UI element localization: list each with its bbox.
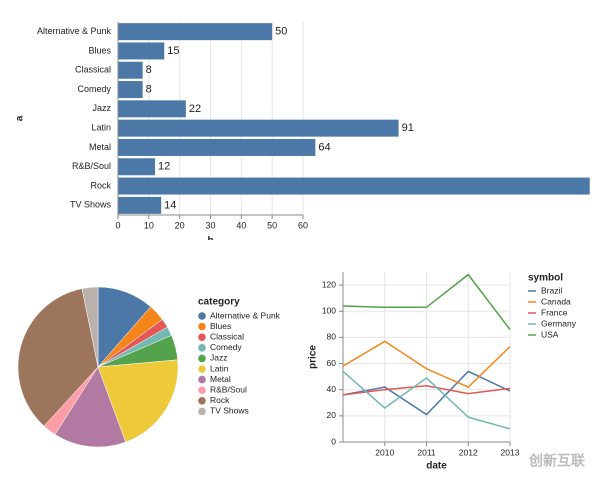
y-tick-label: 20 <box>327 410 337 420</box>
series-line <box>342 370 511 416</box>
legend-label: USA <box>541 329 559 339</box>
y-tick-label: 120 <box>322 279 336 289</box>
bar <box>118 61 143 79</box>
x-tick-label: 50 <box>267 220 277 230</box>
y-axis-label: price <box>308 345 319 369</box>
bar <box>118 196 162 214</box>
legend-label: Comedy <box>210 342 242 352</box>
legend-label: France <box>541 307 568 317</box>
legend-symbol <box>198 365 206 373</box>
y-tick-label: 100 <box>322 305 336 315</box>
x-axis-label: date <box>426 461 447 472</box>
data-label: 15 <box>167 45 179 57</box>
data-label: 14 <box>164 199 176 211</box>
x-tick-label: 10 <box>144 220 154 230</box>
y-tick-label: 0 <box>331 436 336 446</box>
bar <box>118 23 273 41</box>
bar-chart: 0 10 20 30 40 50 60 50 Alternative & Punk 15 Blues… <box>15 22 600 247</box>
legend-label: Latin <box>210 363 229 373</box>
pie-slice <box>81 286 99 368</box>
bar <box>118 158 155 176</box>
pie-slice <box>97 359 179 443</box>
y-tick-label: Rock <box>90 180 111 190</box>
legend-label: Jazz <box>210 353 227 363</box>
legend-symbol <box>198 407 206 416</box>
legend-symbol <box>198 375 206 384</box>
line-chart: 0 20 40 60 80 100 120 2010 2011 2012 2013 BrazilCan… <box>308 272 577 472</box>
y-tick-label: 60 <box>327 358 337 368</box>
legend-title: symbol <box>528 273 563 284</box>
bar <box>118 100 186 118</box>
legend-label: Germany <box>541 318 577 328</box>
x-tick-label: 2011 <box>417 447 436 457</box>
legend-label: R&B/Soul <box>210 384 247 394</box>
y-tick-label: Metal <box>89 142 111 152</box>
legend-symbol <box>198 344 206 352</box>
legend-symbol <box>198 386 206 395</box>
pie-slice <box>17 288 99 427</box>
bar <box>118 81 143 99</box>
legend-label: TV Shows <box>210 406 249 416</box>
series-line <box>342 340 511 388</box>
data-label: 8 <box>146 64 152 76</box>
watermark: 创新互联 <box>528 453 586 469</box>
data-label: 91 <box>402 122 414 134</box>
series-line <box>342 370 511 430</box>
legend-label: Rock <box>210 395 230 405</box>
legend-symbol <box>198 397 206 405</box>
y-tick-label: Alternative & Punk <box>37 26 112 36</box>
legend-label: Blues <box>210 321 231 331</box>
legend-label: Alternative & Punk <box>210 310 281 320</box>
x-tick-label: 2013 <box>501 447 520 457</box>
legend-label: Brazil <box>541 285 562 295</box>
data-label: 8 <box>146 83 152 95</box>
legend-title: category <box>198 297 240 308</box>
legend-label: Canada <box>541 296 571 306</box>
legend-symbol <box>198 333 206 342</box>
x-tick-label: 60 <box>298 220 308 230</box>
y-tick-label: 80 <box>327 332 337 342</box>
data-label: 153 <box>593 180 600 192</box>
legend-symbol <box>198 354 206 363</box>
bar <box>118 42 165 60</box>
y-tick-label: Comedy <box>77 84 111 94</box>
bar <box>118 119 399 137</box>
pie-chart: category Alternative & PunkBluesClassical… <box>17 286 281 448</box>
data-label: 12 <box>158 161 170 173</box>
x-tick-label: 30 <box>205 220 215 230</box>
x-tick-label: 0 <box>115 220 120 230</box>
legend-label: Metal <box>210 374 231 384</box>
y-tick-label: TV Shows <box>70 200 112 210</box>
x-tick-label: 2012 <box>459 447 478 457</box>
data-label: 22 <box>189 103 201 115</box>
x-tick-label: 2010 <box>375 447 394 457</box>
x-tick-label: 40 <box>236 220 246 230</box>
series-line <box>342 385 511 396</box>
y-tick-label: Latin <box>91 123 111 133</box>
y-tick-label: 40 <box>327 384 337 394</box>
legend-symbol <box>198 322 206 331</box>
y-tick-label: Classical <box>75 65 111 75</box>
y-tick-label: R&B/Soul <box>72 161 111 171</box>
series-line <box>342 273 511 330</box>
y-tick-label: Jazz <box>92 103 111 113</box>
legend-label: Classical <box>210 331 244 341</box>
data-label: 50 <box>275 26 287 38</box>
bar <box>118 177 590 195</box>
y-axis-label: a <box>15 115 26 121</box>
legend-symbol <box>198 312 206 320</box>
data-label: 64 <box>318 141 330 153</box>
y-tick-label: Blues <box>88 45 111 55</box>
x-tick-label: 20 <box>175 220 185 230</box>
x-axis-label: b <box>207 236 213 247</box>
pie-slice <box>54 366 126 448</box>
bar <box>118 138 316 156</box>
